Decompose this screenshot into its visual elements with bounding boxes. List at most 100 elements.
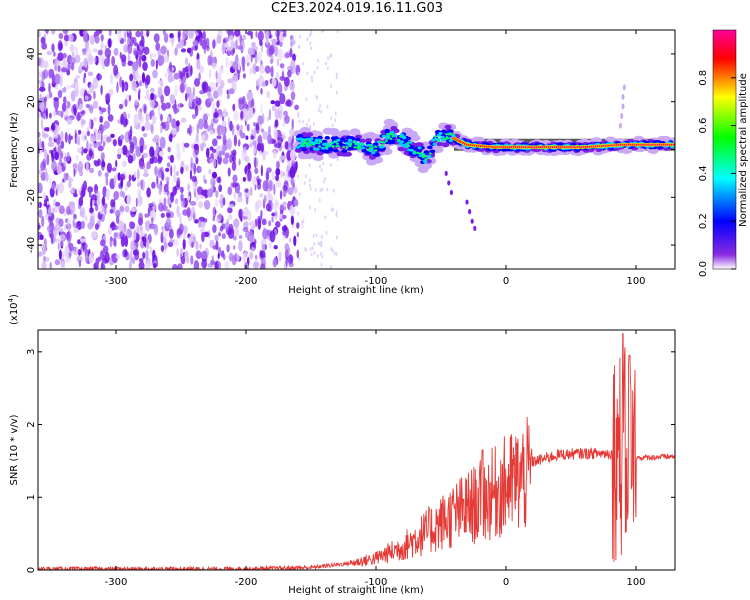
- noise-blob: [146, 239, 150, 250]
- noise-blob: [254, 184, 257, 191]
- signal-blob: [325, 144, 329, 147]
- noise-blob: [180, 256, 186, 265]
- signal-blob: [399, 135, 403, 138]
- noise-blob: [310, 252, 313, 257]
- noise-blob: [306, 37, 309, 42]
- noise-blob: [117, 172, 121, 181]
- noise-blob: [246, 90, 253, 102]
- noise-blob: [222, 133, 227, 146]
- noise-blob: [138, 217, 143, 226]
- signal-blob: [657, 145, 663, 150]
- noise-blob: [332, 208, 334, 213]
- noise-blob: [241, 56, 246, 68]
- signal-blob: [432, 142, 437, 146]
- noise-blob: [150, 124, 154, 133]
- noise-blob: [230, 40, 236, 50]
- noise-blob: [196, 58, 201, 70]
- noise-blob: [89, 35, 95, 45]
- noise-blob: [43, 133, 49, 138]
- noise-blob: [287, 65, 294, 72]
- noise-blob: [39, 70, 42, 78]
- noise-blob: [119, 134, 125, 140]
- noise-blob: [173, 172, 177, 183]
- noise-blob: [64, 254, 72, 263]
- spectrogram-xlabel: Height of straight line (km): [288, 285, 424, 296]
- noise-blob: [108, 30, 112, 37]
- noise-blob: [70, 202, 76, 215]
- noise-blob: [310, 74, 313, 79]
- signal-blob: [336, 142, 339, 145]
- noise-blob: [166, 212, 171, 218]
- noise-blob: [184, 164, 189, 172]
- noise-blob: [282, 188, 287, 198]
- noise-blob: [232, 235, 237, 241]
- noise-blob: [317, 254, 319, 258]
- noise-blob: [53, 96, 60, 102]
- noise-blob: [163, 54, 170, 63]
- noise-blob: [62, 58, 67, 69]
- noise-blob: [80, 190, 84, 200]
- noise-blob: [298, 119, 301, 124]
- signal-blob: [348, 146, 355, 151]
- noise-blob: [49, 262, 52, 269]
- noise-blob: [57, 242, 60, 251]
- noise-blob: [149, 99, 156, 108]
- noise-blob: [142, 172, 149, 177]
- spectrogram-plot-area: [38, 30, 675, 269]
- snr-plot-area: [38, 333, 675, 570]
- noise-blob: [227, 167, 231, 177]
- noise-blob: [153, 156, 158, 164]
- noise-blob: [144, 104, 146, 114]
- noise-blob: [137, 182, 140, 187]
- noise-blob: [153, 134, 160, 144]
- signal-blob: [436, 133, 441, 137]
- noise-blob: [160, 94, 164, 105]
- noise-blob: [273, 128, 278, 140]
- noise-blob: [118, 103, 124, 110]
- signal-blob: [359, 143, 363, 146]
- noise-blob: [142, 251, 146, 259]
- noise-blob: [330, 116, 333, 121]
- noise-blob: [310, 46, 313, 51]
- noise-blob: [186, 207, 191, 218]
- noise-blob: [211, 148, 217, 153]
- signal-blob: [345, 146, 349, 149]
- noise-blob: [212, 224, 217, 233]
- noise-blob: [298, 192, 301, 197]
- noise-blob: [195, 157, 199, 165]
- signal-blob: [427, 145, 433, 150]
- noise-blob: [228, 204, 235, 209]
- noise-blob: [249, 242, 252, 250]
- noise-blob: [127, 30, 130, 34]
- noise-blob: [169, 228, 174, 239]
- noise-blob: [38, 208, 43, 219]
- x-tick-label: -100: [365, 577, 388, 588]
- noise-blob: [141, 126, 145, 132]
- noise-blob: [335, 213, 338, 218]
- noise-blob: [215, 240, 219, 251]
- noise-blob: [195, 240, 199, 250]
- noise-blob: [334, 111, 337, 116]
- noise-blob: [157, 158, 162, 164]
- noise-blob: [274, 100, 281, 107]
- noise-blob: [75, 221, 78, 231]
- noise-blob: [314, 187, 317, 192]
- noise-blob: [246, 123, 250, 132]
- noise-blob: [199, 243, 202, 250]
- noise-blob: [157, 80, 162, 85]
- noise-blob: [284, 52, 291, 59]
- noise-blob: [90, 134, 96, 143]
- noise-blob: [76, 255, 83, 263]
- noise-blob: [61, 66, 68, 73]
- signal-blob: [371, 151, 376, 155]
- signal-blob: [328, 147, 334, 152]
- noise-blob: [83, 148, 88, 154]
- noise-blob: [209, 158, 214, 164]
- noise-blob: [58, 42, 63, 51]
- noise-blob: [57, 52, 64, 61]
- noise-blob: [249, 251, 254, 260]
- noise-blob: [42, 60, 49, 69]
- noise-blob: [270, 65, 274, 78]
- noise-blob: [266, 229, 271, 236]
- noise-blob: [100, 34, 104, 42]
